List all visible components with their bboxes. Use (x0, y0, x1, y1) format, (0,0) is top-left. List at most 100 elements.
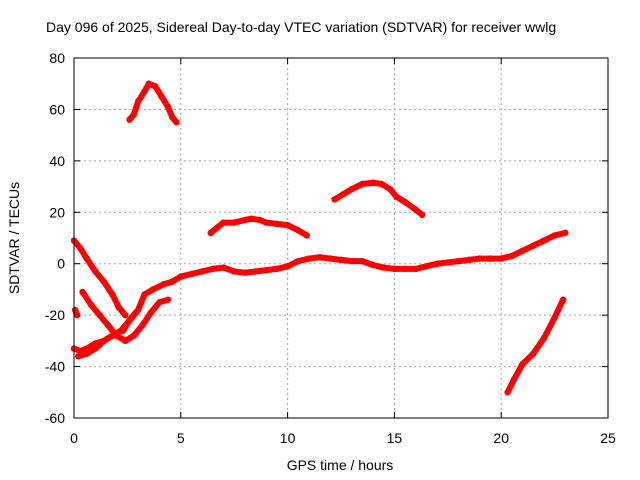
data-point (386, 185, 394, 193)
series-arc-mid-high (331, 179, 426, 218)
data-point (77, 245, 84, 252)
data-point (151, 83, 159, 90)
data-point (92, 345, 99, 352)
data-point (369, 261, 377, 269)
data-point (126, 116, 133, 123)
data-point (117, 327, 125, 334)
x-axis-label: GPS time / hours (287, 457, 394, 473)
data-point (188, 270, 195, 278)
data-point (551, 232, 558, 239)
data-point (295, 257, 302, 265)
x-tick-label: 5 (177, 430, 185, 446)
x-tick-label: 15 (387, 430, 403, 446)
data-point (164, 296, 172, 303)
y-tick-label: 40 (49, 153, 65, 169)
grid (73, 57, 609, 419)
data-point (540, 237, 548, 244)
y-axis-label: SDTVAR / TECUs (6, 182, 22, 294)
data-point (87, 301, 95, 309)
y-tick-label: 0 (57, 256, 65, 272)
data-point (209, 265, 217, 273)
data-point (455, 257, 462, 265)
data-point (256, 216, 264, 224)
series-group (70, 80, 569, 396)
data-point (164, 103, 172, 111)
data-point (530, 242, 537, 249)
data-point (393, 193, 400, 201)
data-point (83, 255, 91, 262)
series-arc-early-down (71, 237, 129, 319)
data-point (433, 260, 441, 267)
data-point (104, 322, 112, 329)
data-point (369, 179, 377, 186)
data-point (444, 259, 451, 266)
data-point (359, 180, 366, 188)
data-point (273, 220, 281, 228)
data-point (378, 180, 385, 188)
data-point (207, 229, 214, 237)
data-point (198, 268, 206, 275)
y-tick-label: 60 (49, 101, 65, 117)
data-point (380, 264, 387, 271)
y-tick-label: 20 (49, 204, 65, 220)
data-point (551, 314, 558, 321)
data-point (141, 291, 148, 298)
data-point (169, 278, 176, 285)
data-point (158, 93, 165, 100)
data-point (173, 119, 180, 126)
data-point (305, 255, 313, 262)
data-point (284, 221, 291, 229)
data-point (126, 317, 133, 324)
data-point (562, 229, 569, 237)
data-point (412, 206, 419, 213)
data-point (487, 255, 494, 262)
x-tick-label: 0 (70, 430, 78, 446)
data-point (273, 265, 281, 273)
plot-frame (73, 57, 609, 419)
y-tick-labels: -60 -40 -20 0 20 40 60 80 (45, 50, 65, 426)
data-point (141, 88, 148, 95)
x-tick-label: 20 (493, 430, 509, 446)
data-point (231, 219, 238, 226)
data-point (540, 335, 548, 342)
data-point (331, 196, 338, 203)
data-point (113, 332, 120, 339)
data-point (134, 98, 142, 105)
data-point (418, 211, 426, 219)
data-point (177, 273, 184, 280)
data-point (100, 278, 108, 285)
y-tick-label: -40 (45, 359, 65, 375)
data-point (160, 281, 167, 288)
data-point (337, 256, 345, 264)
data-point (295, 227, 302, 234)
data-point (510, 376, 518, 383)
data-point (348, 185, 355, 193)
data-point (71, 306, 79, 314)
data-point (508, 252, 516, 260)
data-point (132, 309, 140, 316)
data-point (401, 198, 409, 206)
data-point (465, 256, 473, 264)
data-point (115, 304, 123, 311)
data-point (122, 337, 129, 345)
data-point (169, 113, 176, 121)
data-point (149, 286, 157, 293)
data-point (339, 191, 347, 198)
data-point (220, 264, 227, 271)
data-point (316, 254, 323, 261)
data-point (139, 322, 146, 329)
x-tick-label: 25 (600, 430, 616, 446)
data-point (156, 299, 163, 306)
data-point (423, 263, 430, 270)
data-point (147, 309, 155, 316)
data-point (476, 255, 484, 262)
data-point (530, 350, 537, 357)
data-point (498, 255, 505, 262)
data-point (74, 311, 81, 319)
data-point (504, 389, 511, 396)
data-point (122, 311, 129, 319)
data-point (559, 296, 567, 303)
data-point (391, 265, 398, 273)
x-tick-label: 10 (280, 430, 296, 446)
data-point (263, 266, 270, 274)
